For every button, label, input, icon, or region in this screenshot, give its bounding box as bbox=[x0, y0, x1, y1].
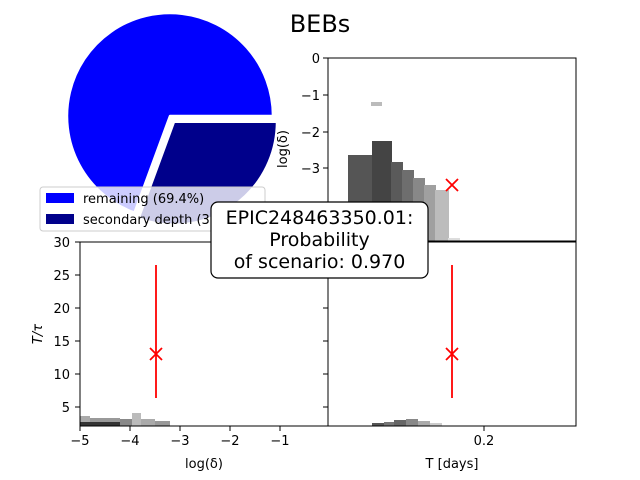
heatmap-cell bbox=[80, 422, 122, 426]
y-tick-label: 10 bbox=[53, 368, 70, 383]
y-tick-label: 30 bbox=[53, 236, 70, 251]
y-tick-label: 20 bbox=[53, 302, 70, 317]
heatmap-cell bbox=[430, 423, 442, 426]
true-value-marker bbox=[149, 347, 163, 361]
annotation-line-2: Probability bbox=[269, 229, 369, 251]
y-ticks: 30 25 20 15 10 5 bbox=[53, 236, 80, 416]
true-value-marker bbox=[445, 178, 459, 192]
x-tick-label: −4 bbox=[120, 434, 139, 449]
annotation-line-1: EPIC248463350.01: bbox=[226, 207, 414, 229]
annotation-box bbox=[210, 201, 429, 279]
heatmap-cell bbox=[80, 416, 90, 426]
true-value-marker bbox=[445, 347, 459, 361]
y-tick-label: −3 bbox=[301, 162, 320, 177]
x-ticks: −5 −4 −3 −2 −1 bbox=[70, 426, 290, 449]
heatmap-cell bbox=[448, 238, 460, 241]
legend-swatch-remaining bbox=[46, 193, 74, 203]
x-tick-label: −3 bbox=[170, 434, 189, 449]
figure-title: BEBs bbox=[290, 10, 351, 38]
heatmap-cell bbox=[418, 421, 430, 426]
x-tick-label: −1 bbox=[270, 434, 289, 449]
y-tick-label: 15 bbox=[53, 335, 70, 350]
probability-annotation: EPIC248463350.01: Probability of scenari… bbox=[210, 201, 429, 279]
legend-label-secondary: secondary depth (30.6%) bbox=[83, 213, 248, 228]
heatmap-cell bbox=[435, 190, 449, 241]
heatmap-cell bbox=[384, 422, 394, 426]
y-tick-label: 25 bbox=[53, 269, 70, 284]
pie-legend: remaining (69.4%) secondary depth (30.6%… bbox=[39, 186, 266, 232]
axes-frame bbox=[327, 241, 577, 427]
heatmap-cell bbox=[394, 420, 406, 426]
heatmap-cells bbox=[80, 413, 170, 426]
legend-label-remaining: remaining (69.4%) bbox=[83, 192, 204, 207]
pie-slice-remaining bbox=[65, 11, 275, 214]
marker-stroke bbox=[445, 178, 459, 192]
y-ticks: 0 −1 −2 −3 bbox=[301, 52, 328, 177]
x-tick-label: 0.2 bbox=[474, 434, 495, 449]
y-tick-label: −1 bbox=[301, 89, 320, 104]
marker-stroke bbox=[149, 347, 163, 361]
panel-tau-vs-delta: 30 25 20 15 10 5 −5 −4 −3 −2 −1 log(δ) T… bbox=[31, 236, 329, 472]
heatmap-cell bbox=[120, 419, 132, 426]
y-tick-label: −2 bbox=[301, 126, 320, 141]
x-axis-label: T [days] bbox=[425, 457, 479, 472]
heatmap-cell bbox=[372, 423, 384, 426]
heatmap-cell bbox=[141, 419, 155, 426]
x-tick-label: −5 bbox=[70, 434, 89, 449]
axes-frame bbox=[327, 57, 577, 242]
y-axis-label: T/τ bbox=[31, 324, 46, 344]
marker-stroke bbox=[445, 347, 459, 361]
heatmap-cell bbox=[371, 102, 382, 106]
legend-swatch-secondary bbox=[46, 214, 74, 224]
x-tick-label: −2 bbox=[220, 434, 239, 449]
heatmap-cell bbox=[155, 421, 170, 426]
heatmap-cell bbox=[132, 413, 141, 426]
y-ticks bbox=[323, 274, 328, 408]
x-axis-label: log(δ) bbox=[185, 457, 223, 472]
panel-duration: 0.2 T [days] bbox=[323, 241, 577, 472]
heatmap-cells bbox=[372, 419, 442, 426]
heatmap-cell bbox=[406, 419, 418, 426]
y-axis-label: log(δ) bbox=[276, 130, 291, 168]
y-tick-label: 5 bbox=[62, 401, 70, 416]
annotation-line-3: of scenario: 0.970 bbox=[234, 251, 406, 273]
y-tick-label: 0 bbox=[312, 52, 320, 67]
